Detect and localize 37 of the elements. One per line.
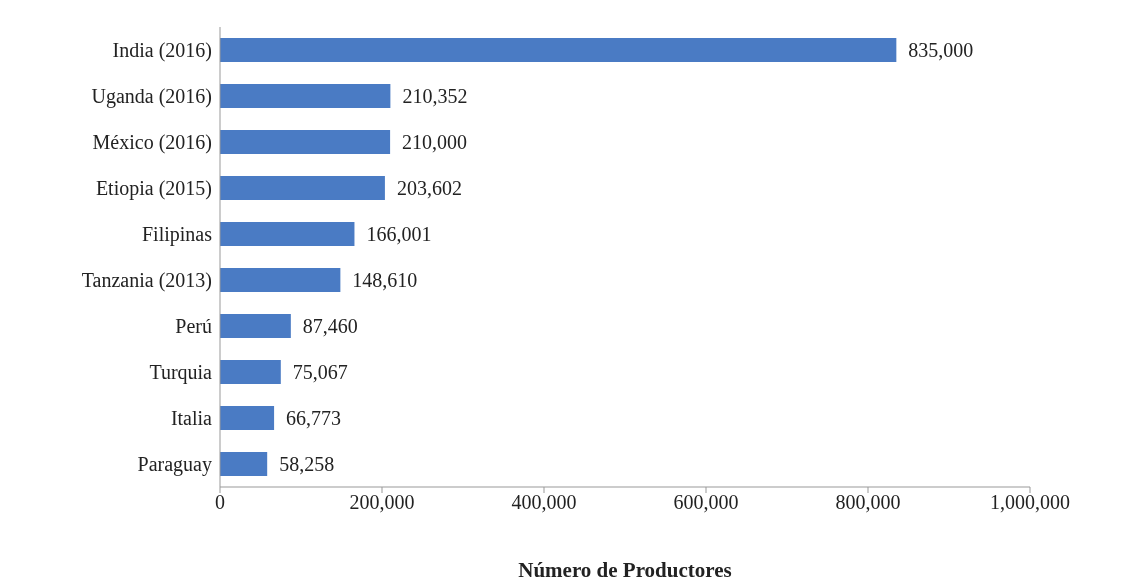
y-tick-label: Etiopia (2015) [95,177,212,201]
data-label: 835,000 [908,39,974,62]
y-tick-label: Tanzania (2013) [81,269,212,293]
bar [220,314,291,338]
x-tick-label: 400,000 [511,491,577,514]
data-label: 210,352 [402,85,468,108]
data-label: 87,460 [302,315,358,338]
bar [220,176,385,200]
bar [220,268,341,292]
bar [220,452,268,476]
x-tick-label: 800,000 [835,491,901,514]
bar [220,38,897,62]
bar [220,406,275,430]
bar [220,360,281,384]
y-tick-label: Perú [175,315,212,338]
data-label: 58,258 [279,453,335,476]
data-label: 210,000 [402,131,468,154]
x-tick-label: 200,000 [349,491,415,514]
x-axis-title: Número de Productores [518,558,732,582]
x-tick-label: 1,000,000 [990,491,1070,514]
y-tick-label: Uganda (2016) [91,85,212,109]
x-tick-label: 600,000 [673,491,739,514]
y-tick-label: Filipinas [141,223,213,247]
x-tick-label: 0 [215,491,225,514]
bar [220,84,391,108]
y-tick-label: México (2016) [92,131,212,155]
data-label: 203,602 [396,177,462,200]
y-tick-label: Italia [170,407,213,430]
data-label: 148,610 [352,269,418,292]
y-tick-label: India (2016) [112,39,212,63]
bar [220,130,391,154]
bar [220,222,355,246]
y-tick-label: Paraguay [137,453,212,477]
data-label: 166,001 [366,223,432,246]
data-label: 66,773 [286,407,342,430]
y-tick-label: Turquia [149,361,213,385]
data-label: 75,067 [292,361,348,384]
